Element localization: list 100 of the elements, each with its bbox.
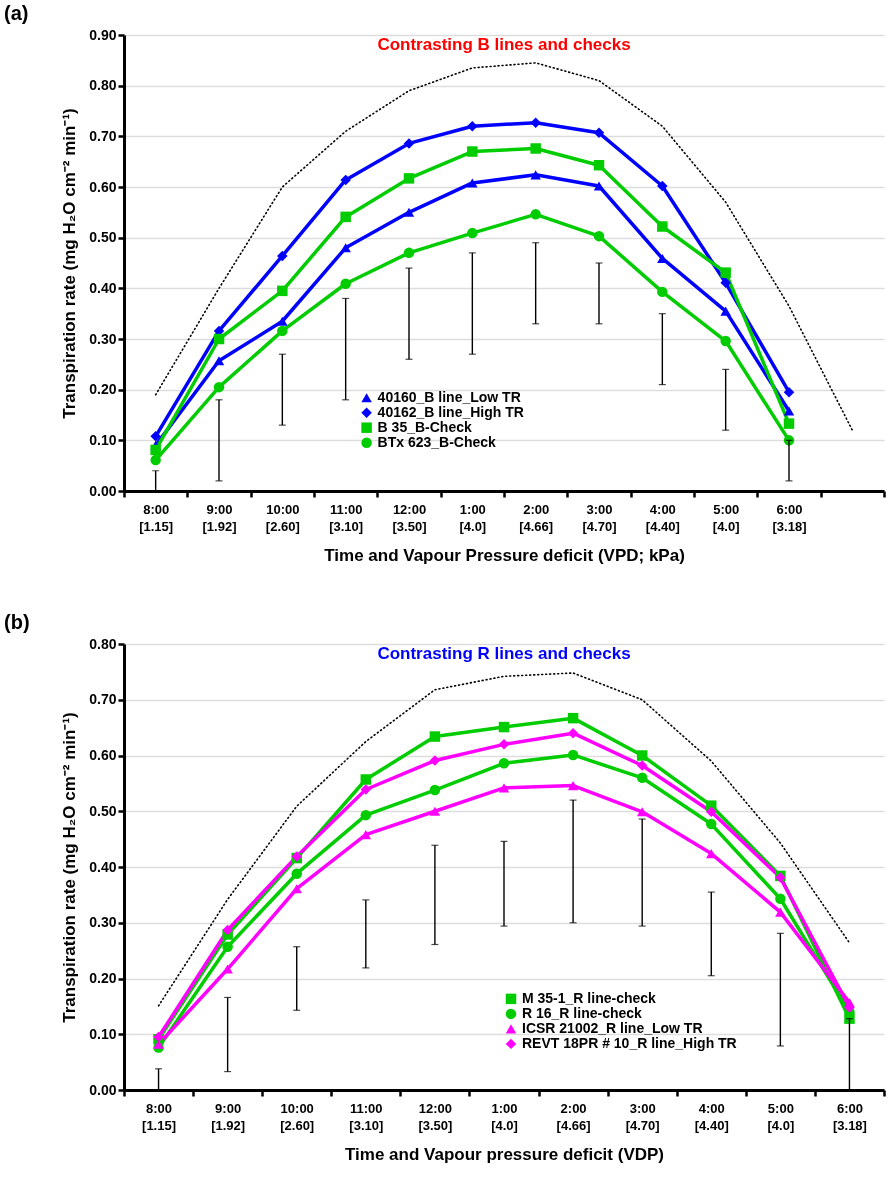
point (593, 230, 605, 242)
point (567, 727, 579, 739)
point (498, 758, 510, 769)
y-tick-label: 0.80 (89, 635, 117, 652)
y-tick-label: 0.90 (89, 26, 117, 43)
point (213, 333, 225, 345)
point (657, 286, 668, 298)
point (360, 784, 372, 795)
point (636, 760, 648, 771)
point (403, 173, 415, 184)
x-tick-label: 4:00 [4.40] (645, 501, 680, 534)
x-tick-label: 8:00 [1.15] (139, 501, 174, 534)
point (213, 356, 225, 366)
x-tick-label: 12:00 [3.50] (418, 1100, 453, 1133)
point (783, 406, 795, 416)
point (720, 267, 731, 278)
legend-label: ICSR 21002_R line_Low TR (522, 1019, 703, 1036)
point (783, 386, 795, 398)
point (467, 120, 478, 132)
x-tick-label: 10:00 [2.60] (280, 1100, 315, 1133)
x-tick-label: 2:00 [4.66] (556, 1100, 591, 1133)
point (498, 721, 510, 733)
point (593, 127, 605, 139)
legend-label: R 16_R line-check (522, 1004, 643, 1021)
point (530, 170, 541, 180)
point (340, 278, 351, 290)
x-tick-label: 5:00 [4.0] (767, 1100, 795, 1133)
y-tick-label: 0.40 (89, 279, 117, 296)
y-tick-label: 0.40 (89, 858, 117, 875)
point (567, 749, 579, 761)
point (277, 325, 288, 337)
point (567, 781, 579, 791)
point (340, 211, 351, 223)
point (150, 454, 161, 466)
point (222, 941, 233, 952)
y-axis-title: Transpiration rate (mg H₂O cm⁻² min⁻¹) (60, 108, 80, 419)
point (403, 207, 415, 217)
x-tick-label: 6:00 [3.18] (772, 501, 807, 534)
point (775, 893, 786, 905)
legend-label: REVT 18PR # 10_R line_High TR (522, 1034, 737, 1051)
point (360, 809, 372, 821)
point (222, 964, 233, 974)
legend-label: 40162_B line_High TR (377, 403, 524, 420)
point (467, 227, 478, 239)
y-tick-label: 0.00 (89, 1081, 117, 1098)
text: (a) (4, 2, 29, 25)
point (498, 739, 510, 750)
point (530, 209, 541, 220)
point (593, 181, 605, 191)
x-tick-label: 9:00 [1.92] (211, 1100, 246, 1133)
point (720, 335, 731, 347)
point (775, 907, 786, 917)
point (720, 277, 731, 288)
point (150, 431, 161, 442)
y-tick-label: 0.20 (89, 381, 117, 398)
point (222, 924, 233, 936)
point (277, 250, 288, 262)
x-tick-label: 11:00 [3.10] (349, 1100, 384, 1133)
point (783, 418, 795, 429)
point (213, 381, 225, 393)
x-tick-label: 1:00 [4.0] (459, 501, 487, 534)
x-axis-title: Time and Vapour pressure deficit (VDP) (345, 1144, 664, 1164)
point (403, 247, 415, 259)
point (429, 755, 441, 766)
point (467, 146, 478, 157)
chart-title: Contrasting R lines and checks (377, 644, 631, 663)
legend-label: 40160_B line_Low TR (377, 388, 521, 405)
y-tick-label: 0.80 (89, 77, 117, 94)
point (291, 868, 302, 879)
point (150, 444, 161, 456)
x-tick-label: 11:00 [3.10] (329, 501, 364, 534)
x-tick-label: 10:00 [2.60] (265, 501, 300, 534)
point (720, 306, 731, 316)
point (706, 806, 717, 818)
y-tick-label: 0.30 (89, 914, 117, 931)
point (403, 138, 415, 149)
legend-label: M 35-1_R line-check (522, 989, 657, 1006)
y-tick-label: 0.10 (89, 1025, 117, 1042)
y-tick-label: 0.50 (89, 229, 117, 246)
point (360, 774, 372, 785)
y-tick-label: 0.10 (89, 431, 117, 448)
x-tick-label: 3:00 [4.70] (582, 501, 617, 534)
x-tick-label: 1:00 [4.0] (491, 1100, 518, 1133)
line-series (157, 672, 851, 1007)
y-tick-label: 0.00 (89, 482, 117, 499)
x-axis-title: Time and Vapour Pressure deficit (VPD; kPa) (324, 545, 685, 565)
point (277, 285, 288, 297)
point (636, 807, 648, 817)
x-tick-label: 8:00 [1.15] (142, 1100, 177, 1133)
point (567, 712, 579, 724)
y-tick-label: 0.60 (89, 178, 117, 195)
y-tick-label: 0.70 (89, 691, 117, 708)
point (657, 221, 668, 232)
legend-label: BTx 623_B-Check (377, 433, 497, 450)
x-tick-label: 4:00 [4.40] (694, 1100, 729, 1133)
chart-title: Contrasting B lines and checks (377, 35, 631, 54)
point (636, 750, 648, 761)
point (530, 117, 541, 128)
point (277, 316, 288, 326)
point (498, 783, 510, 793)
